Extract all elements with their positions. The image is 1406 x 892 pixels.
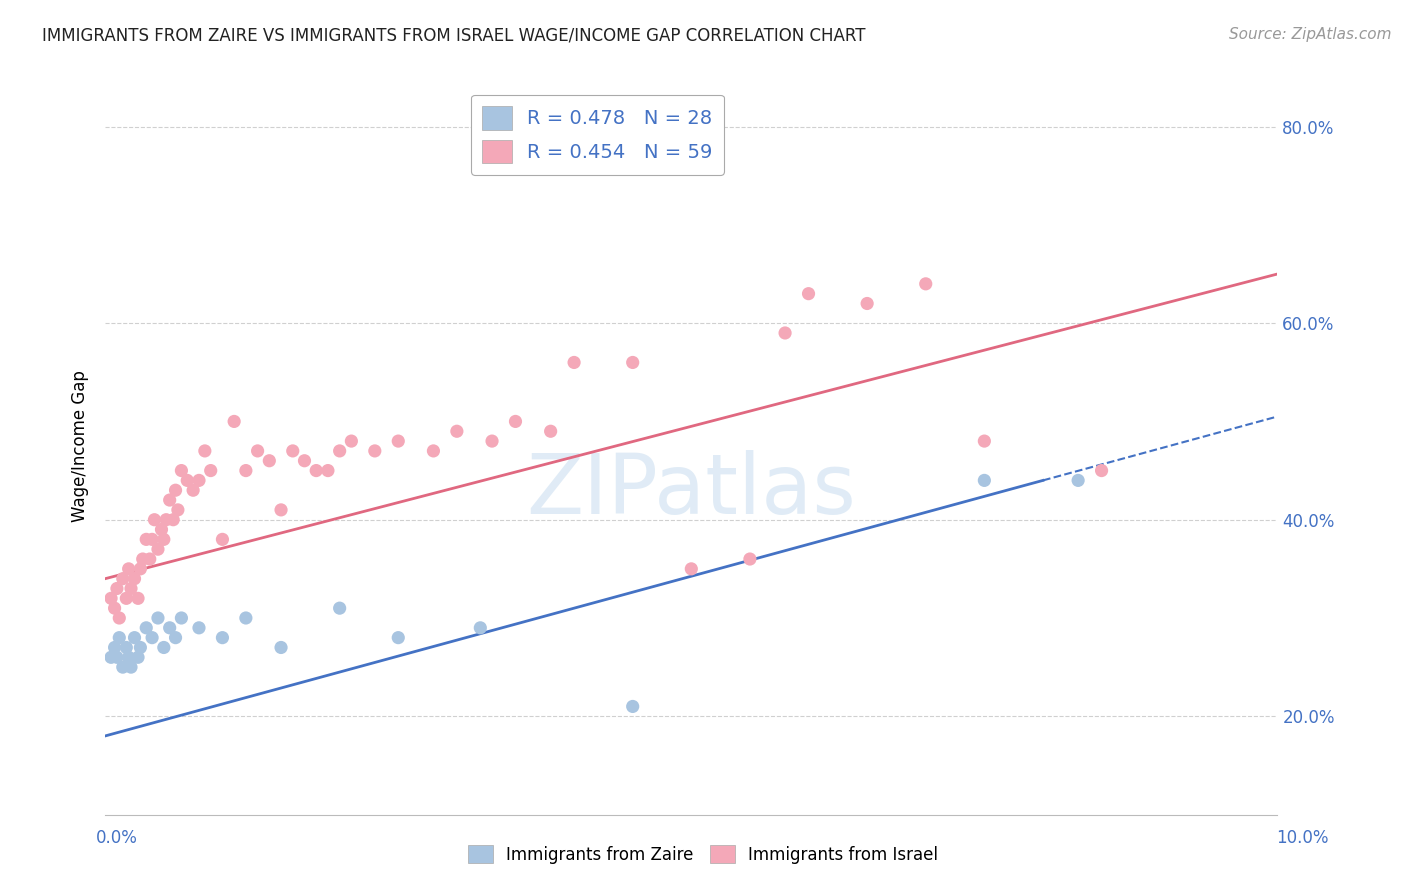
- Point: [111, 572, 134, 586]
- Point: [738, 552, 761, 566]
- Text: 10.0%: 10.0%: [1277, 829, 1329, 847]
- Point: [159, 493, 181, 508]
- Point: [146, 542, 169, 557]
- Point: [129, 640, 152, 655]
- Point: [235, 464, 257, 478]
- Point: [118, 562, 141, 576]
- Point: [104, 601, 127, 615]
- Point: [104, 640, 127, 655]
- Point: [120, 660, 142, 674]
- Point: [170, 611, 193, 625]
- Point: [118, 650, 141, 665]
- Y-axis label: Wage/Income Gap: Wage/Income Gap: [72, 370, 89, 522]
- Point: [340, 434, 363, 448]
- Point: [162, 513, 184, 527]
- Text: Source: ZipAtlas.com: Source: ZipAtlas.com: [1229, 27, 1392, 42]
- Point: [505, 414, 527, 428]
- Point: [681, 562, 703, 576]
- Point: [1090, 464, 1112, 478]
- Point: [797, 286, 820, 301]
- Point: [146, 611, 169, 625]
- Point: [176, 474, 198, 488]
- Point: [387, 631, 409, 645]
- Point: [246, 444, 269, 458]
- Point: [159, 621, 181, 635]
- Point: [129, 562, 152, 576]
- Point: [105, 650, 128, 665]
- Point: [294, 454, 316, 468]
- Point: [155, 513, 177, 527]
- Point: [111, 660, 134, 674]
- Point: [120, 582, 142, 596]
- Legend: R = 0.478   N = 28, R = 0.454   N = 59: R = 0.478 N = 28, R = 0.454 N = 59: [471, 95, 724, 175]
- Point: [914, 277, 936, 291]
- Point: [621, 355, 644, 369]
- Point: [470, 621, 492, 635]
- Text: 0.0%: 0.0%: [96, 829, 138, 847]
- Point: [481, 434, 503, 448]
- Point: [127, 591, 149, 606]
- Point: [235, 611, 257, 625]
- Point: [387, 434, 409, 448]
- Point: [211, 533, 233, 547]
- Point: [165, 483, 187, 498]
- Point: [621, 699, 644, 714]
- Point: [973, 434, 995, 448]
- Point: [446, 424, 468, 438]
- Text: IMMIGRANTS FROM ZAIRE VS IMMIGRANTS FROM ISRAEL WAGE/INCOME GAP CORRELATION CHAR: IMMIGRANTS FROM ZAIRE VS IMMIGRANTS FROM…: [42, 27, 866, 45]
- Point: [124, 631, 146, 645]
- Text: ZIPatlas: ZIPatlas: [526, 450, 856, 531]
- Point: [329, 601, 352, 615]
- Point: [211, 631, 233, 645]
- Point: [540, 424, 562, 438]
- Point: [135, 621, 157, 635]
- Point: [316, 464, 339, 478]
- Point: [270, 640, 292, 655]
- Point: [141, 533, 163, 547]
- Point: [100, 650, 122, 665]
- Point: [153, 640, 176, 655]
- Point: [200, 464, 222, 478]
- Point: [153, 533, 176, 547]
- Point: [181, 483, 204, 498]
- Point: [143, 513, 166, 527]
- Point: [170, 464, 193, 478]
- Point: [135, 533, 157, 547]
- Point: [100, 591, 122, 606]
- Point: [105, 582, 128, 596]
- Point: [132, 552, 155, 566]
- Point: [329, 444, 352, 458]
- Point: [127, 650, 149, 665]
- Point: [124, 572, 146, 586]
- Point: [281, 444, 304, 458]
- Point: [188, 474, 211, 488]
- Point: [224, 414, 246, 428]
- Legend: Immigrants from Zaire, Immigrants from Israel: Immigrants from Zaire, Immigrants from I…: [461, 838, 945, 871]
- Point: [364, 444, 387, 458]
- Point: [562, 355, 585, 369]
- Point: [139, 552, 162, 566]
- Point: [165, 631, 187, 645]
- Point: [167, 503, 190, 517]
- Point: [150, 523, 173, 537]
- Point: [108, 611, 131, 625]
- Point: [1067, 474, 1090, 488]
- Point: [259, 454, 281, 468]
- Point: [856, 296, 879, 310]
- Point: [773, 326, 796, 340]
- Point: [115, 640, 138, 655]
- Point: [422, 444, 444, 458]
- Point: [108, 631, 131, 645]
- Point: [270, 503, 292, 517]
- Point: [194, 444, 217, 458]
- Point: [141, 631, 163, 645]
- Point: [188, 621, 211, 635]
- Point: [305, 464, 328, 478]
- Point: [115, 591, 138, 606]
- Point: [973, 474, 995, 488]
